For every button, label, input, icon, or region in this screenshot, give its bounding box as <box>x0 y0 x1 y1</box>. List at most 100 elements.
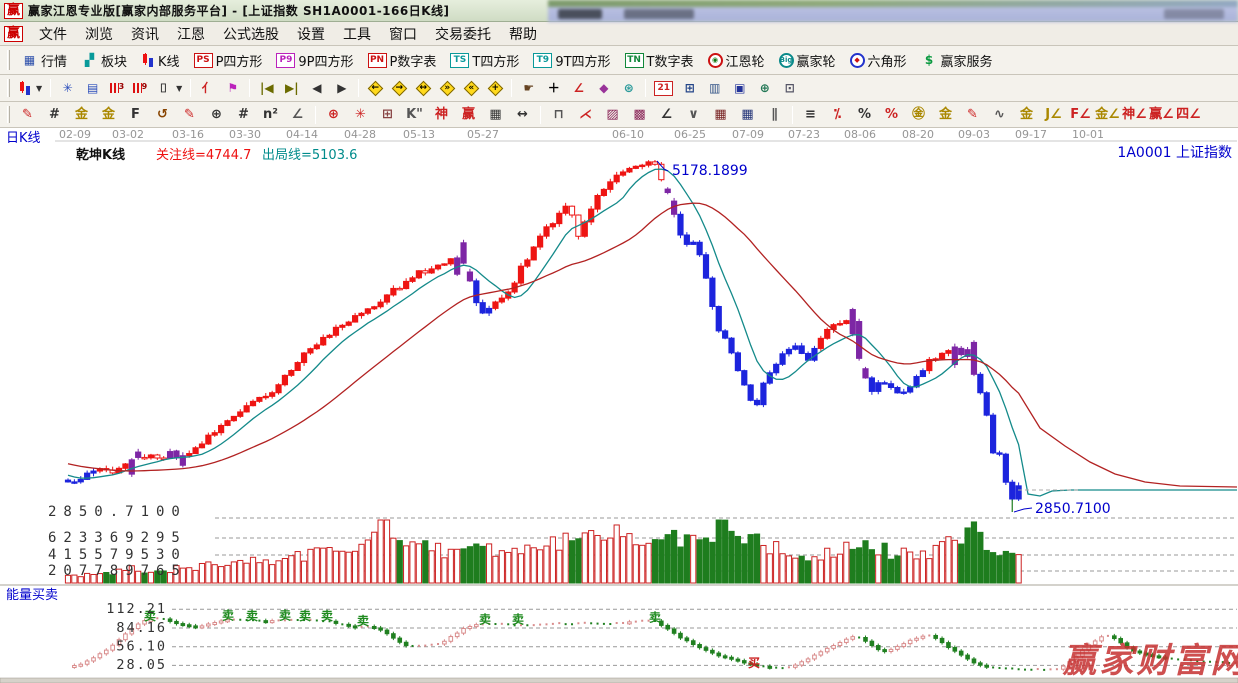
zigzag-button[interactable]: ∨ <box>680 105 707 125</box>
spider-web-button[interactable]: ✳ <box>347 105 374 125</box>
menu-item-1[interactable]: 浏览 <box>85 26 114 43</box>
last-bar-button[interactable]: ▶| <box>279 78 304 98</box>
web-square-button[interactable]: ⊞ <box>374 105 401 125</box>
quotes-button[interactable]: ▦ 行情 <box>14 49 74 72</box>
winner-service-button[interactable]: $ 赢家服务 <box>914 49 1000 72</box>
puzzle-button[interactable]: ◆ <box>591 78 616 98</box>
pct-levels-button[interactable]: % <box>878 105 905 125</box>
candle-style-button[interactable]: ⌷ ▼ <box>151 78 186 98</box>
svg-text:日K线: 日K线 <box>6 131 41 146</box>
menu-item-2[interactable]: 资讯 <box>131 26 160 43</box>
calculator-button[interactable]: ⊞ <box>677 78 702 98</box>
kline-chart[interactable]: 02-09 03-02 03-16 03-30 04-14 04-28 05-13 05-27… <box>0 128 1238 683</box>
ying-angle-button[interactable]: 赢∠ <box>1148 105 1175 125</box>
menu-item-8[interactable]: 交易委托 <box>435 26 492 43</box>
flag-marker-button[interactable]: ⚑ <box>220 78 245 98</box>
window-tool-button[interactable]: ⊓ <box>545 105 572 125</box>
pencil-button[interactable]: ✎ <box>14 105 41 125</box>
menu-item-5[interactable]: 设置 <box>297 26 326 43</box>
p-number-table-button[interactable]: PN P数字表 <box>361 49 444 72</box>
menu-item-0[interactable]: 文件 <box>39 26 68 43</box>
gann-fan-button[interactable]: ⋌ <box>572 105 599 125</box>
bars-9-button[interactable]: 9 <box>128 79 151 97</box>
pan-right-button[interactable]: → <box>387 78 411 98</box>
brush-button[interactable]: ✎ <box>176 105 203 125</box>
expand-h-button[interactable]: ↔ <box>411 78 435 98</box>
fit-all-button[interactable]: « <box>459 78 483 98</box>
target-button[interactable]: ⊕ <box>320 105 347 125</box>
kline-button[interactable]: K线 <box>134 49 187 72</box>
center-button[interactable]: + <box>483 78 507 98</box>
h-span-button[interactable]: ↔ <box>509 105 536 125</box>
calendar-button[interactable]: 21 <box>650 79 677 98</box>
shen-grid-button[interactable]: 神 <box>428 105 455 125</box>
angle-measure-button[interactable]: ∠ <box>566 78 591 98</box>
p-square-button[interactable]: PS P四方形 <box>187 49 270 72</box>
wave-button[interactable]: ∿ <box>986 105 1013 125</box>
save-button[interactable]: ▣ <box>727 78 752 98</box>
grid-blue-button[interactable]: ▦ <box>734 105 761 125</box>
gold-line-button[interactable]: 金 <box>1013 105 1040 125</box>
menu-item-4[interactable]: 公式选股 <box>223 26 280 43</box>
crosshair-button[interactable]: ＋ <box>541 78 566 98</box>
para-lines-button[interactable]: ∥ <box>761 105 788 125</box>
chart-type-button[interactable]: ▼ <box>14 79 46 98</box>
gold-grid-2-button[interactable]: 金 <box>95 105 122 125</box>
print-icon: ⊡ <box>784 81 795 95</box>
level-list-button[interactable]: ≡ <box>797 105 824 125</box>
pct-line-button[interactable]: ⁒ <box>824 105 851 125</box>
menu-item-6[interactable]: 工具 <box>343 26 372 43</box>
para-lines-icon: ∥ <box>771 106 778 122</box>
sectors-button[interactable]: ▞ 板块 <box>74 49 134 72</box>
percent-button[interactable]: % <box>851 105 878 125</box>
notes-button[interactable]: ▥ <box>702 78 727 98</box>
k-marks-button[interactable]: K" <box>401 105 428 125</box>
menu-item-3[interactable]: 江恩 <box>177 26 206 43</box>
circle-grid-button[interactable]: ⊕ <box>203 105 230 125</box>
brain-button[interactable]: ⊛ <box>616 78 641 98</box>
pan-left-button[interactable]: ← <box>363 78 387 98</box>
shrink-h-button[interactable]: » <box>435 78 459 98</box>
pen2-button[interactable]: ✎ <box>959 105 986 125</box>
t-number-table-button[interactable]: TN T数字表 <box>618 49 701 72</box>
grid-dense-button[interactable]: ▩ <box>626 105 653 125</box>
first-bar-button[interactable]: |◀ <box>254 78 279 98</box>
web-overlay-button[interactable]: ✳ <box>55 78 80 98</box>
gold-angle-button[interactable]: 金∠ <box>1094 105 1121 125</box>
print-button[interactable]: ⊡ <box>777 78 802 98</box>
bars-3-button[interactable]: 3 <box>105 79 128 97</box>
9p-square-button[interactable]: P9 9P四方形 <box>269 49 360 72</box>
angle-lines-button[interactable]: ∠ <box>284 105 311 125</box>
menu-item-7[interactable]: 窗口 <box>389 26 418 43</box>
shen-angle-button[interactable]: 神∠ <box>1121 105 1148 125</box>
hexagon-button[interactable]: ◆ 六角形 <box>843 49 914 72</box>
next-bar-button[interactable]: ▶ <box>329 78 354 98</box>
info-doc-button[interactable]: ▤ <box>80 78 105 98</box>
walker-button[interactable]: 亻 <box>195 78 220 98</box>
j-angle-button[interactable]: J∠ <box>1040 105 1067 125</box>
spiral-button[interactable]: ↺ <box>149 105 176 125</box>
net-sync-button[interactable]: ⊕ <box>752 78 777 98</box>
winner-wheel-button[interactable]: Big 赢家轮 <box>772 49 843 72</box>
gold-grid-1-button[interactable]: 金 <box>68 105 95 125</box>
ying-grid-button[interactable]: 赢 <box>455 105 482 125</box>
f-grid-button[interactable]: F <box>122 105 149 125</box>
drag-hand-button[interactable]: ☛ <box>516 78 541 98</box>
menu-item-9[interactable]: 帮助 <box>509 26 538 43</box>
ruler-grid-button[interactable]: ▦ <box>482 105 509 125</box>
grid-diag-button[interactable]: ▨ <box>599 105 626 125</box>
trend-angle-button[interactable]: ∠ <box>653 105 680 125</box>
9t-square-button[interactable]: T9 9T四方形 <box>526 49 617 72</box>
gold-levels-button[interactable]: 金 <box>932 105 959 125</box>
prev-bar-button[interactable]: ◀ <box>304 78 329 98</box>
price-levels-button[interactable]: # <box>41 105 68 125</box>
grid-red-button[interactable]: ▦ <box>707 105 734 125</box>
si-angle-button[interactable]: 四∠ <box>1175 105 1202 125</box>
gann-wheel-button[interactable]: ◉ 江恩轮 <box>701 49 772 72</box>
n-square-button[interactable]: n² <box>257 105 284 125</box>
t-square-button[interactable]: TS T四方形 <box>443 49 526 72</box>
title-bar[interactable]: 赢 赢家江恩专业版[赢家内部服务平台] - [上证指数 SH1A0001-166… <box>0 0 1238 22</box>
f-angle-button[interactable]: F∠ <box>1067 105 1094 125</box>
hash-grid-button[interactable]: # <box>230 105 257 125</box>
gold-circle-button[interactable]: ㊎ <box>905 105 932 125</box>
